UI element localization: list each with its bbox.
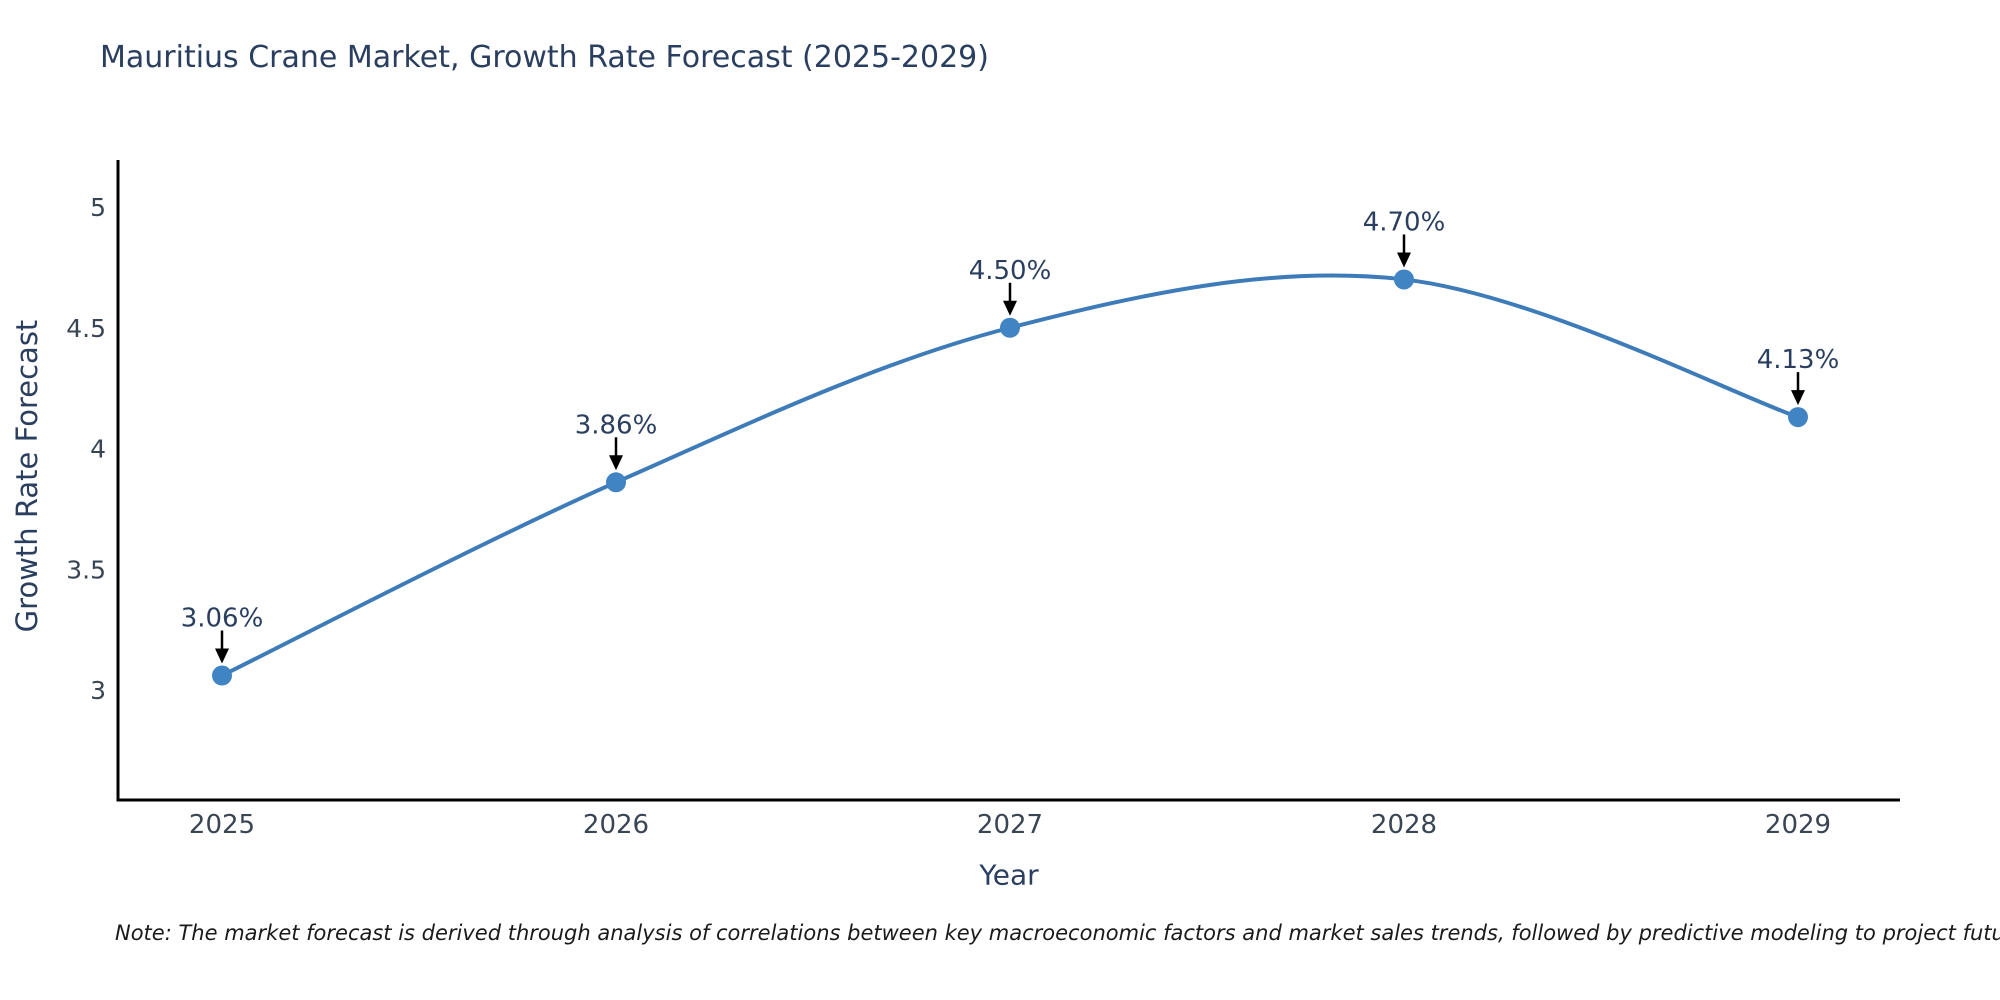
annotation-label: 3.86% [575, 410, 658, 440]
x-tick-label: 2029 [1765, 810, 1831, 840]
annotation-label: 3.06% [181, 604, 264, 634]
annotation-label: 4.13% [1757, 345, 1840, 375]
x-axis-title: Year [979, 858, 1039, 892]
chart-title: Mauritius Crane Market, Growth Rate Fore… [100, 40, 989, 75]
annotation-arrow-head [215, 648, 229, 664]
x-tick-label: 2025 [189, 810, 255, 840]
data-point [1788, 407, 1808, 428]
data-point [606, 472, 626, 493]
annotation-label: 4.70% [1363, 207, 1446, 237]
y-tick-label: 5 [90, 193, 106, 222]
annotation-label: 4.50% [969, 256, 1052, 286]
annotation-arrow-head [1397, 252, 1411, 268]
data-point [212, 665, 232, 686]
data-point [1000, 317, 1020, 338]
y-tick-label: 4 [90, 435, 106, 464]
annotation-arrow-head [1003, 300, 1017, 316]
annotation-arrow-head [609, 455, 623, 471]
x-tick-label: 2026 [583, 810, 649, 840]
x-tick-label: 2028 [1371, 810, 1437, 840]
y-tick-label: 3 [90, 676, 106, 705]
y-tick-label: 3.5 [66, 555, 106, 584]
footnote: Note: The market forecast is derived thr… [115, 921, 2000, 945]
x-tick-label: 2027 [977, 810, 1043, 840]
annotation-arrow-head [1791, 390, 1805, 406]
y-tick-label: 4.5 [66, 314, 106, 343]
data-point [1394, 269, 1414, 290]
